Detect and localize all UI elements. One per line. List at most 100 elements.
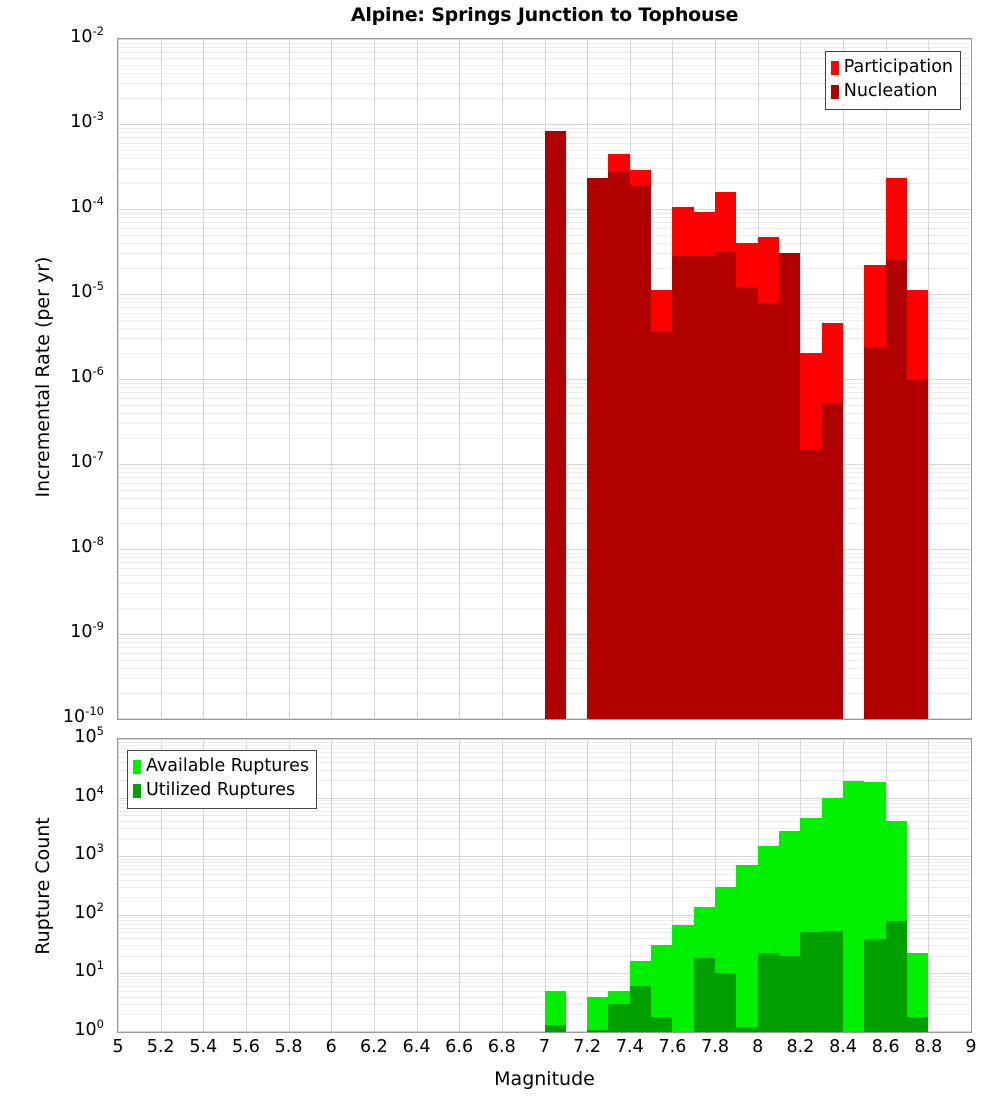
bar-nucleation <box>629 185 652 719</box>
legend-item-nucleation: Nucleation <box>830 80 953 104</box>
gridline-major-horizontal <box>118 739 971 740</box>
gridline-minor-horizontal <box>118 52 971 53</box>
bar-utilized-ruptures <box>779 955 801 1032</box>
bar-utilized-ruptures <box>757 953 780 1032</box>
x-axis-tick-label: 7.4 <box>615 1037 644 1057</box>
gridline-minor-horizontal <box>118 128 971 129</box>
gridline-minor-horizontal <box>118 780 971 781</box>
gridline-major-vertical <box>331 39 332 719</box>
gridline-minor-horizontal <box>118 865 971 866</box>
x-axis-tick-label: 7.8 <box>701 1037 730 1057</box>
bar-nucleation <box>821 403 844 719</box>
x-axis-tick-label: 6.2 <box>359 1037 388 1057</box>
legend-swatch-utilized-ruptures <box>133 784 141 798</box>
x-axis-tick-label: 7.6 <box>658 1037 687 1057</box>
gridline-minor-horizontal <box>118 920 971 921</box>
gridline-minor-horizontal <box>118 43 971 44</box>
legend-swatch-participation <box>830 61 839 75</box>
gridline-minor-horizontal <box>118 98 971 99</box>
gridline-major-vertical <box>502 739 503 1032</box>
gridline-minor-horizontal <box>118 887 971 888</box>
y-axis-tick-label: 10-8 <box>70 534 104 557</box>
bar-utilized-ruptures <box>608 1004 630 1032</box>
bar-utilized-ruptures <box>715 973 737 1032</box>
gridline-minor-horizontal <box>118 917 971 918</box>
bar-nucleation <box>587 178 609 719</box>
x-axis-tick-label: 5.4 <box>189 1037 218 1057</box>
gridline-minor-horizontal <box>118 982 971 983</box>
gridline-minor-horizontal <box>118 880 971 881</box>
x-axis-tick-label: 8.2 <box>786 1037 815 1057</box>
x-axis-tick-label: 8.8 <box>914 1037 943 1057</box>
bar-available-ruptures <box>544 991 566 1032</box>
bar-nucleation <box>672 255 694 719</box>
x-axis-tick-label: 6.8 <box>487 1037 516 1057</box>
y-axis-tick-label: 102 <box>74 899 104 923</box>
gridline-minor-horizontal <box>118 828 971 829</box>
gridline-major-vertical <box>417 39 418 719</box>
bar-available-ruptures <box>651 944 673 1032</box>
gridline-minor-horizontal <box>118 811 971 812</box>
legend-bottom: Available Ruptures Utilized Ruptures <box>127 750 317 809</box>
gridline-minor-horizontal <box>118 815 971 816</box>
x-axis-tick-label: 6.6 <box>445 1037 474 1057</box>
bar-utilized-ruptures <box>693 958 716 1032</box>
gridline-major-vertical <box>459 39 460 719</box>
gridline-minor-horizontal <box>118 976 971 977</box>
gridline-minor-horizontal <box>118 986 971 987</box>
y-axis-ticks-bottom: 105 104 103 102 101 100 <box>0 725 112 1038</box>
bar-available-ruptures <box>672 925 694 1032</box>
gridline-major-vertical <box>374 739 375 1032</box>
gridline-major-vertical <box>203 739 204 1032</box>
bar-available-ruptures <box>736 864 758 1032</box>
gridline-minor-horizontal <box>118 859 971 860</box>
page-title: Alpine: Springs Junction to Tophouse <box>350 4 739 26</box>
gridline-major-vertical <box>630 739 631 1032</box>
bar-nucleation <box>651 331 673 719</box>
legend-item-available-ruptures: Available Ruptures <box>133 755 309 779</box>
plot-area-top <box>118 39 971 719</box>
legend-swatch-available-ruptures <box>133 760 141 774</box>
gridline-major-vertical <box>118 739 119 1032</box>
legend-item-participation: Participation <box>830 56 953 80</box>
bar-nucleation <box>885 260 908 719</box>
x-axis-tick-label: 5.8 <box>274 1037 303 1057</box>
gridline-major-vertical <box>246 39 247 719</box>
gridline-minor-horizontal <box>118 945 971 946</box>
legend-top: Participation Nucleation <box>824 51 961 110</box>
gridline-major-horizontal <box>118 798 971 799</box>
legend-label-available-ruptures: Available Ruptures <box>146 756 309 777</box>
gridline-minor-horizontal <box>118 979 971 980</box>
x-axis-tick-label: 7.2 <box>573 1037 602 1057</box>
y-axis-tick-label: 104 <box>74 782 104 806</box>
gridline-major-vertical <box>459 739 460 1032</box>
gridline-minor-horizontal <box>118 924 971 925</box>
bar-utilized-ruptures <box>629 986 652 1032</box>
gridline-minor-horizontal <box>118 47 971 48</box>
legend-label-participation: Participation <box>843 57 953 78</box>
legend-label-nucleation: Nucleation <box>843 81 938 102</box>
y-axis-tick-label: 10-4 <box>70 194 104 217</box>
gridline-major-vertical <box>118 39 119 719</box>
y-axis-tick-label: 10-9 <box>70 619 104 642</box>
gridline-major-horizontal <box>118 856 971 857</box>
gridline-minor-horizontal <box>118 748 971 749</box>
legend-label-utilized-ruptures: Utilized Ruptures <box>146 780 296 801</box>
bar-utilized-ruptures <box>587 1029 609 1032</box>
gridline-major-vertical <box>161 39 162 719</box>
gridline-major-vertical <box>928 39 929 719</box>
bar-utilized-ruptures <box>864 939 886 1032</box>
x-axis-tick-label: 6.4 <box>402 1037 431 1057</box>
bar-available-ruptures <box>587 996 609 1032</box>
gridline-minor-horizontal <box>118 928 971 929</box>
y-axis-label-bottom: Rupture Count <box>32 817 54 955</box>
gridline-major-vertical <box>289 739 290 1032</box>
gridline-minor-horizontal <box>118 803 971 804</box>
bar-utilized-ruptures <box>800 932 822 1032</box>
gridline-major-vertical <box>928 739 929 1032</box>
y-axis-tick-label: 10-7 <box>70 449 104 472</box>
bar-nucleation <box>907 379 929 719</box>
gridline-minor-horizontal <box>118 800 971 801</box>
bar-nucleation <box>693 255 716 719</box>
